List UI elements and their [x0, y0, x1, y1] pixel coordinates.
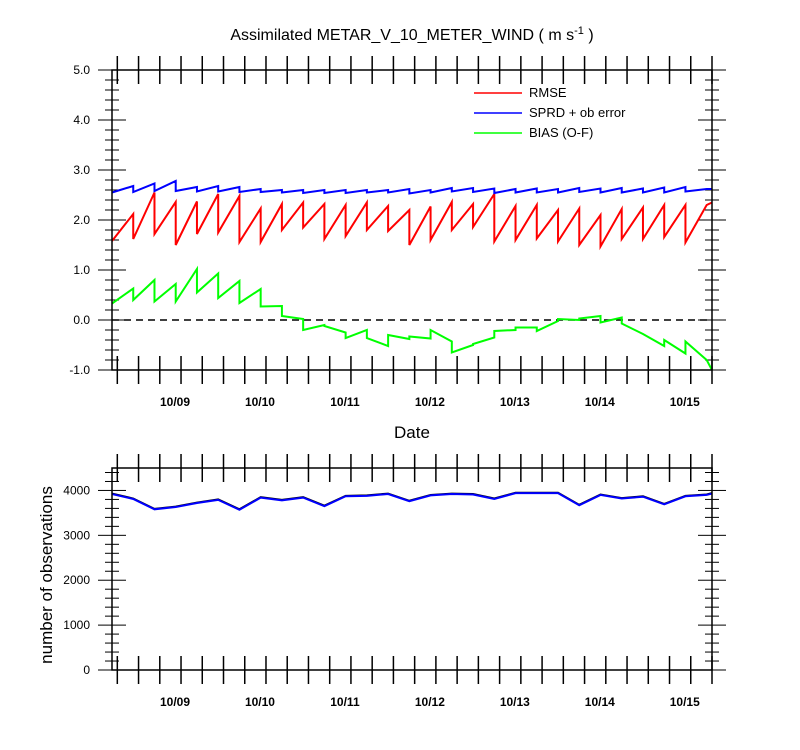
bottom-panel-series — [111, 491, 713, 511]
legend: RMSE SPRD + ob error BIAS (O-F) — [474, 85, 626, 140]
x-tick-label: 10/15 — [670, 695, 700, 709]
x-tick-label: 10/15 — [670, 395, 700, 409]
y-tick-label: 2000 — [63, 573, 90, 587]
top-plot-frame — [111, 69, 713, 371]
x-axis-title: Date — [394, 423, 430, 442]
bottom-plot-frame — [111, 467, 713, 671]
chart-title: Assimilated METAR_V_10_METER_WIND ( m s-… — [230, 25, 593, 44]
y-tick-label: 1.0 — [73, 263, 90, 277]
x-tick-label: 10/11 — [330, 695, 360, 709]
top-y-tick-labels: -1.0 0.0 1.0 2.0 3.0 4.0 5.0 — [69, 63, 90, 377]
series-line-observations-used — [111, 492, 713, 511]
top-panel-series — [111, 179, 713, 371]
x-tick-label: 10/13 — [500, 695, 530, 709]
series-line-rmse — [111, 190, 713, 251]
y-tick-label: 1000 — [63, 618, 90, 632]
top-panel-ticks — [98, 56, 726, 384]
y-tick-label: 2.0 — [73, 213, 90, 227]
y-tick-label: 5.0 — [73, 63, 90, 77]
y-tick-label: 4.0 — [73, 113, 90, 127]
x-tick-label: 10/14 — [585, 395, 615, 409]
legend-label-sprd: SPRD + ob error — [529, 105, 626, 120]
y-tick-label: 0.0 — [73, 313, 90, 327]
x-tick-label: 10/13 — [500, 395, 530, 409]
bottom-x-tick-labels: 10/09 10/10 10/11 10/12 10/13 10/14 10/15 — [160, 695, 700, 709]
bottom-panel-ticks — [98, 454, 726, 684]
x-tick-label: 10/09 — [160, 395, 190, 409]
bottom-y-tick-labels: 0 1000 2000 3000 4000 — [63, 483, 90, 677]
y-tick-label: 0 — [83, 663, 90, 677]
series-line-sprd-ob-error — [111, 179, 712, 195]
x-tick-label: 10/10 — [245, 695, 275, 709]
legend-label-rmse: RMSE — [529, 85, 567, 100]
x-tick-label: 10/12 — [415, 695, 445, 709]
y-tick-label: 4000 — [63, 483, 90, 497]
y-tick-label: -1.0 — [69, 363, 90, 377]
chart-title-superscript: -1 — [574, 25, 584, 37]
chart-title-main: Assimilated METAR_V_10_METER_WIND ( m s — [230, 27, 574, 44]
x-tick-label: 10/09 — [160, 695, 190, 709]
x-tick-label: 10/14 — [585, 695, 615, 709]
y-tick-label: 3000 — [63, 528, 90, 542]
x-tick-label: 10/12 — [415, 395, 445, 409]
y-tick-label: 3.0 — [73, 163, 90, 177]
chart-title-tail: ) — [584, 27, 594, 44]
x-tick-label: 10/11 — [330, 395, 360, 409]
series-line-bias-o-f — [111, 265, 713, 371]
x-tick-label: 10/10 — [245, 395, 275, 409]
legend-label-bias: BIAS (O-F) — [529, 125, 593, 140]
top-x-tick-labels: 10/09 10/10 10/11 10/12 10/13 10/14 10/15 — [160, 395, 700, 409]
y-axis-title-observations: number of observations — [37, 486, 56, 664]
